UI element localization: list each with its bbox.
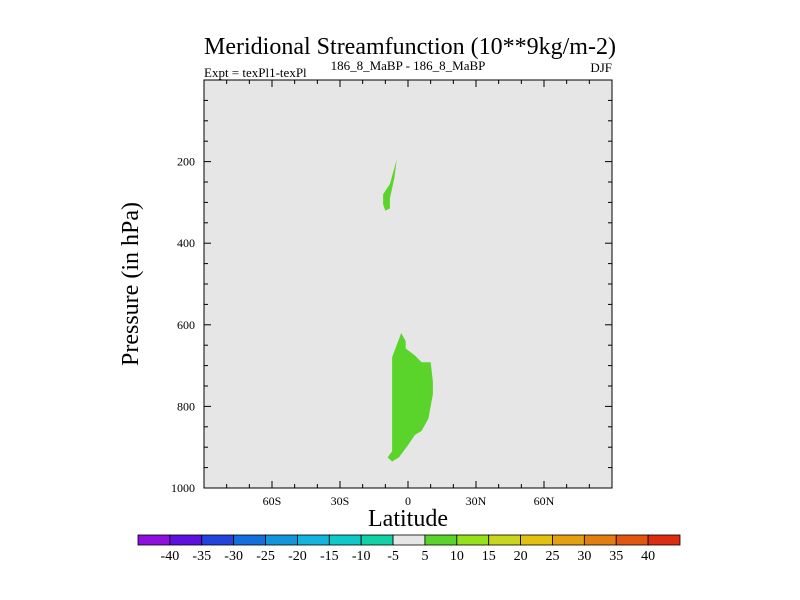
colorbar-label: -25 <box>256 549 275 564</box>
filled-region-2 <box>387 333 433 462</box>
colorbar-box <box>583 534 617 546</box>
colorbar-label: 40 <box>641 549 655 564</box>
colorbar-box <box>169 534 203 546</box>
colorbar-label: -20 <box>288 549 307 564</box>
colorbar-label: 5 <box>421 549 428 564</box>
colorbar-label: 20 <box>514 549 528 564</box>
colorbar-label: -30 <box>224 549 243 564</box>
colorbar-box <box>647 534 681 546</box>
colorbar-box <box>233 534 266 546</box>
y-tick-label: 800 <box>177 399 195 413</box>
left-string: Expt = texPl1-texPl <box>204 65 307 80</box>
filled-regions <box>383 159 433 462</box>
chart-title: Meridional Streamfunction (10**9kg/m-2) <box>204 34 616 60</box>
axis-ticks: 60S 30S 0 30N 60N 200 400 600 800 1000 <box>171 80 613 508</box>
colorbar-label: 35 <box>609 549 623 564</box>
colorbar-label: -5 <box>387 549 399 564</box>
colorbar-label: 15 <box>482 549 496 564</box>
colorbar-box <box>297 534 330 546</box>
colorbar-box <box>488 534 521 546</box>
x-tick-label: 60S <box>263 494 282 508</box>
colorbar-box <box>424 534 458 546</box>
colorbar-label: 10 <box>450 549 464 564</box>
colorbar-box <box>137 534 171 546</box>
colorbar-box <box>520 534 553 546</box>
y-tick-label: 1000 <box>171 481 195 495</box>
x-axis-label: Latitude <box>368 506 448 532</box>
colorbar-box <box>552 534 585 546</box>
colorbar-label: 30 <box>577 549 591 564</box>
center-string: 186_8_MaBP - 186_8_MaBP <box>331 58 486 73</box>
colorbar-label: -15 <box>320 549 339 564</box>
colorbar-label: -35 <box>192 549 211 564</box>
colorbar-box <box>265 534 298 546</box>
colorbar-box <box>392 534 426 546</box>
colorbar-box <box>201 534 235 546</box>
right-string: DJF <box>590 60 612 75</box>
x-tick-label: 30S <box>331 494 350 508</box>
colorbar: -40 -35 -30 -25 -20 -15 -10 -5 5 10 15 20 25 30 35 40 <box>137 534 681 564</box>
colorbar-box <box>615 534 649 546</box>
filled-region-1 <box>383 159 397 211</box>
x-tick-label: 30N <box>466 494 487 508</box>
y-tick-label: 600 <box>177 318 195 332</box>
colorbar-label: -10 <box>352 549 371 564</box>
colorbar-box <box>360 534 394 546</box>
colorbar-box <box>456 534 490 546</box>
y-tick-label: 200 <box>177 155 195 169</box>
colorbar-box <box>328 534 362 546</box>
colorbar-label: 25 <box>545 549 559 564</box>
y-axis-label: Pressure (in hPa) <box>118 202 144 366</box>
colorbar-label: -40 <box>161 549 180 564</box>
x-tick-label: 60N <box>534 494 555 508</box>
y-tick-label: 400 <box>177 236 195 250</box>
x-tick-label: 0 <box>405 494 411 508</box>
